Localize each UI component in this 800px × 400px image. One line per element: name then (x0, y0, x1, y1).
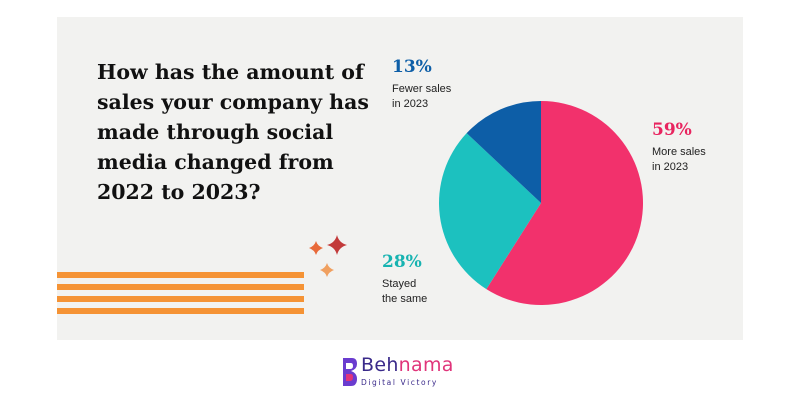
slice-category-label: Fewer sales (392, 83, 452, 95)
pie-slice (486, 101, 644, 306)
slice-value-label: 28% (382, 252, 422, 272)
slice-category-label: the same (382, 293, 427, 305)
slice-value-label: 13% (392, 57, 432, 77)
pie-slice (466, 101, 541, 203)
sparkle-icon (327, 235, 347, 255)
slice-category-label: Stayed (382, 278, 416, 290)
brand-logo: Behnama Digital Victory (342, 354, 462, 392)
slice-category-label: in 2023 (392, 98, 428, 110)
decorative-stripes (57, 272, 304, 320)
stripe (57, 272, 304, 278)
infographic-card: How has the amount of sales your company… (57, 17, 743, 340)
sparkle-icon (320, 263, 334, 277)
stripe (57, 284, 304, 290)
pie-slice (439, 133, 541, 290)
logo-name-part1: Beh (361, 354, 399, 376)
survey-question: How has the amount of sales your company… (97, 60, 369, 204)
slice-category-label: More sales (652, 146, 706, 158)
pie-chart: 59% More sales in 2023 28% Stayed the same 13%… (309, 57, 706, 306)
slice-value-label: 59% (652, 120, 692, 140)
logo-tagline: Digital Victory (361, 378, 438, 387)
stripe (57, 308, 304, 314)
slice-category-label: in 2023 (652, 161, 688, 173)
sparkle-icon (309, 241, 323, 255)
logo-wordmark: Behnama (361, 354, 454, 376)
sparkle-icons (309, 235, 347, 277)
stripe (57, 296, 304, 302)
logo-name-part2: nama (398, 354, 454, 376)
behnama-logo-icon (343, 358, 357, 386)
